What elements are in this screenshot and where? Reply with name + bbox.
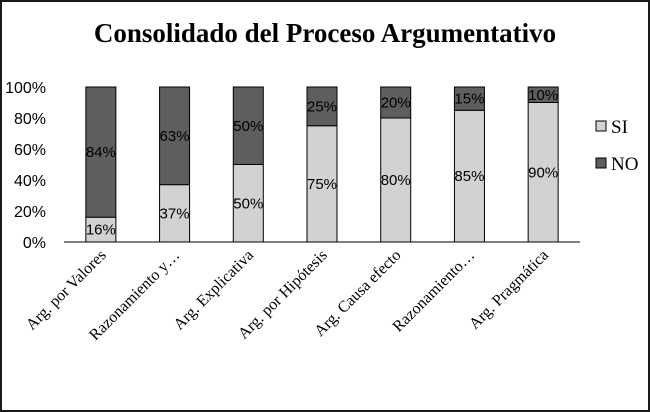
data-label: 85% [454,168,484,185]
bar-segment-si [159,184,191,243]
data-label: 20% [381,95,411,112]
bar-segment-si [232,164,264,243]
data-label: 90% [528,164,558,181]
bar-segment-no [453,86,485,111]
bar-segment-si [85,216,117,243]
y-tick-label: 80% [14,111,46,128]
legend-swatch-no [595,157,607,169]
bar-segment-no [380,86,412,119]
data-label: 15% [454,91,484,108]
bar-segment-si [527,102,559,243]
bar-segment-no [232,86,264,165]
bar-segment-si [453,109,485,243]
bar-segment-si [380,117,412,243]
y-axis-ticks: 0% 20% 40% 60% 80% 100% [5,80,46,252]
bar-segment-no [85,86,117,218]
bar-segment-no [159,86,191,186]
data-label: 50% [233,118,263,135]
legend-swatch-si [595,120,607,132]
data-label: 10% [528,87,558,104]
data-label: 63% [160,128,190,145]
data-label: 16% [86,222,116,239]
bar-segment-no [306,86,338,127]
data-label: 80% [381,172,411,189]
legend-label-si: SI [611,117,628,138]
y-tick-label: 40% [14,173,46,190]
bars [85,86,559,243]
y-tick-label: 20% [14,204,46,221]
y-tick-label: 0% [23,235,46,252]
y-tick-label: 100% [5,80,46,97]
bar-segment-no [527,86,559,103]
data-label: 84% [86,144,116,161]
data-label: 50% [233,195,263,212]
y-tick-label: 60% [14,142,46,159]
legend: SI NO [595,117,638,175]
legend-label-no: NO [611,154,638,175]
data-label: 37% [160,205,190,222]
x-category-label: Arg. Pragmática [466,247,552,333]
data-label: 25% [307,98,337,115]
data-label: 75% [307,176,337,193]
data-labels: 16% 84% 37% 63% 50% 50% 75% 25% 80% 20% 85% 15% 90% 1… [86,87,558,239]
bar-segment-si [306,125,338,243]
chart-title: Consolidado del Proceso Argumentativo [94,18,556,48]
